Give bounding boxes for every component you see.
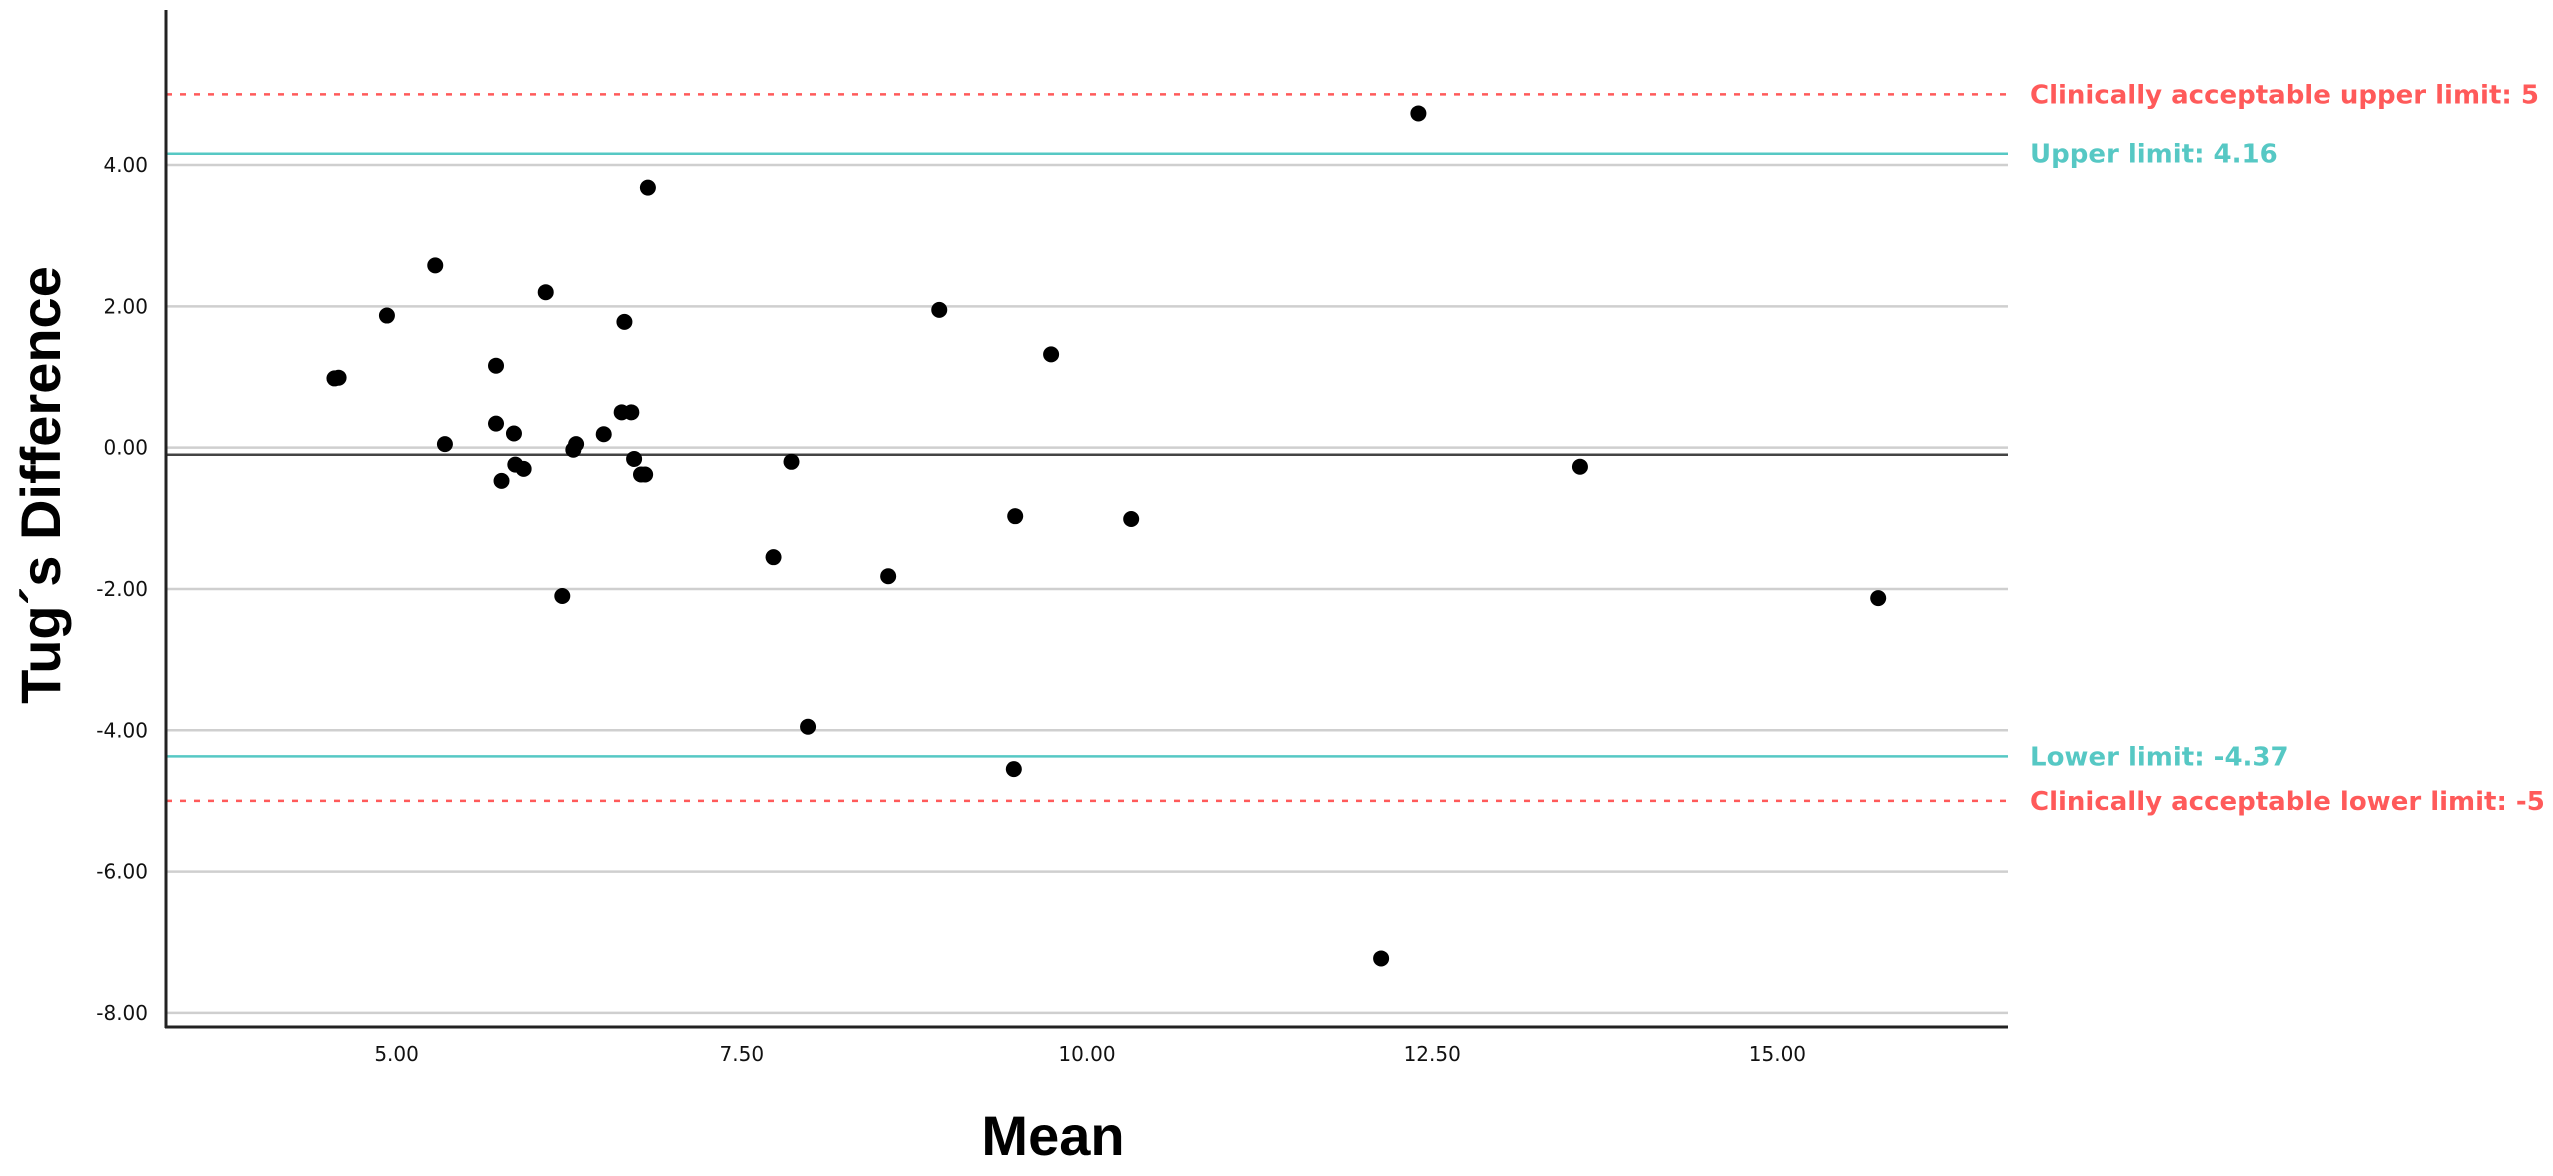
data-point [378,307,395,324]
data-point [427,257,444,274]
data-point [880,568,897,585]
data-point [765,549,782,566]
data-point [515,460,532,477]
data-point [1870,590,1887,607]
x-tick-label: 12.50 [1404,1042,1461,1066]
reference-labels: Clinically acceptable upper limit: 5 Uppe… [2030,80,2545,817]
data-points [326,105,1887,967]
data-point [637,466,654,483]
reference-lines [166,93,2008,803]
y-axis-title: Tug´s Difference [9,266,72,704]
data-point [330,369,347,386]
data-point [626,450,643,467]
y-tick-label: -6.00 [96,860,148,884]
y-tick-label: -4.00 [96,718,148,742]
data-point [1005,761,1022,778]
y-tick-label: 0.00 [103,436,148,460]
data-point [488,357,505,374]
clinical-lower-limit-label: Clinically acceptable lower limit: -5 [2030,787,2545,817]
data-point [568,436,585,453]
data-point [436,436,453,453]
data-point [537,284,554,301]
data-point [800,718,817,735]
y-tick-label: 2.00 [103,294,148,318]
x-tick-label: 5.00 [374,1042,419,1066]
data-point [493,472,510,489]
axes [164,10,2008,1029]
data-point [1373,950,1390,967]
data-point [931,301,948,318]
data-point [1571,458,1588,475]
data-point [1043,346,1060,363]
y-tick-label: -8.00 [96,1001,148,1025]
upper-limit-label: Upper limit: 4.16 [2030,140,2278,170]
data-point [595,426,612,443]
data-point [639,179,656,196]
data-point [1007,508,1024,525]
grid-lines [166,163,2008,1015]
data-point [1410,105,1427,122]
x-tick-label: 7.50 [720,1042,765,1066]
data-point [616,313,633,330]
clinical-upper-limit-label: Clinically acceptable upper limit: 5 [2030,80,2539,110]
tick-labels: 4.00 2.00 0.00 -2.00 -4.00 -6.00 -8.00 5.00 7.50… [96,153,1806,1066]
data-point [623,404,640,421]
x-axis-title: Mean [981,1104,1124,1167]
data-point [554,588,571,605]
lower-limit-label: Lower limit: -4.37 [2030,742,2289,772]
data-point [1123,511,1140,528]
data-point [505,425,522,442]
x-tick-label: 10.00 [1058,1042,1115,1066]
y-tick-label: -2.00 [96,577,148,601]
y-tick-label: 4.00 [103,153,148,177]
data-point [488,415,505,432]
data-point [783,453,800,470]
x-tick-label: 15.00 [1749,1042,1806,1066]
